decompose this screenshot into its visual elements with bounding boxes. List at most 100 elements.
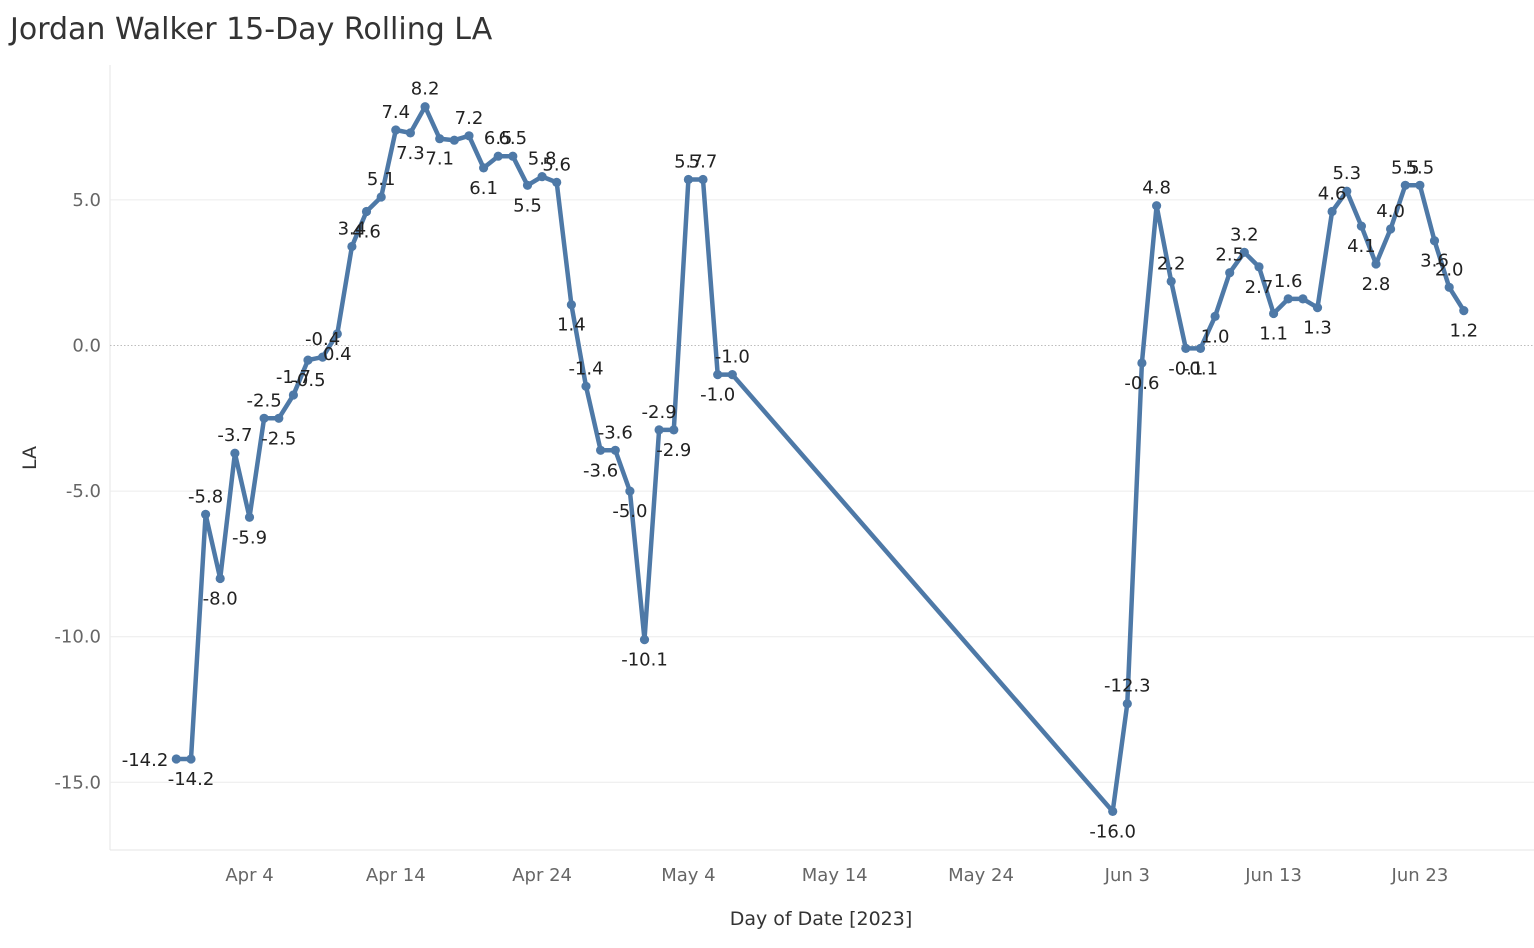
data-label: 2.7 xyxy=(1245,277,1274,298)
data-point xyxy=(1137,358,1147,368)
y-tick-label: -10.0 xyxy=(54,627,101,648)
x-tick-label: May 4 xyxy=(661,865,715,886)
data-label: -16.0 xyxy=(1089,821,1136,842)
data-point xyxy=(654,425,664,435)
data-point xyxy=(1371,259,1381,269)
data-label: -2.5 xyxy=(261,428,296,449)
data-point xyxy=(1210,311,1220,321)
data-point xyxy=(1166,276,1176,286)
data-label: -8.0 xyxy=(203,589,238,610)
data-label: 7.3 xyxy=(396,143,425,164)
point-layer xyxy=(171,102,1469,817)
data-point xyxy=(303,355,313,365)
data-label: -3.6 xyxy=(583,460,618,481)
data-point xyxy=(479,163,489,173)
data-label: -0.5 xyxy=(290,370,325,391)
data-point xyxy=(464,131,474,141)
x-tick-label: May 14 xyxy=(802,865,868,886)
data-point xyxy=(244,512,255,522)
data-point xyxy=(1254,262,1264,272)
x-tick-label: Apr 4 xyxy=(225,865,273,886)
data-point xyxy=(1327,206,1337,217)
data-label: 5.1 xyxy=(367,169,396,190)
data-label: 2.5 xyxy=(1215,245,1244,266)
data-label: 7.1 xyxy=(425,149,454,170)
data-label: 5.7 xyxy=(689,152,718,173)
data-point xyxy=(566,300,577,310)
data-label: -1.0 xyxy=(700,385,735,406)
data-label: -0.1 xyxy=(1168,358,1203,379)
data-point xyxy=(639,635,650,645)
data-point xyxy=(1459,306,1469,316)
data-point xyxy=(420,102,430,112)
data-label: -0.4 xyxy=(305,329,340,350)
data-label: 4.1 xyxy=(1347,236,1376,257)
data-point xyxy=(318,352,328,362)
data-label: 2.0 xyxy=(1435,259,1464,280)
data-point xyxy=(274,413,284,423)
data-label: 7.2 xyxy=(455,108,484,129)
data-label: 6.5 xyxy=(498,128,527,149)
label-layer: -14.2-14.2-5.8-8.0-3.7-5.9-2.5-2.5-1.7-0… xyxy=(122,79,1478,843)
y-tick-label: 0.0 xyxy=(72,336,101,357)
data-point xyxy=(1312,303,1323,313)
data-label: -1.0 xyxy=(715,347,750,368)
data-point xyxy=(1108,806,1118,817)
data-label: 7.4 xyxy=(381,102,410,123)
data-label: 1.3 xyxy=(1303,318,1332,339)
data-point xyxy=(361,206,372,217)
data-point xyxy=(552,177,562,187)
x-tick-label: Jun 13 xyxy=(1244,865,1302,886)
data-label: -12.3 xyxy=(1104,676,1151,697)
data-label: 1.1 xyxy=(1259,324,1288,345)
data-label: 0.4 xyxy=(323,344,352,365)
data-point xyxy=(683,174,694,185)
data-point xyxy=(508,151,518,161)
data-label: 5.3 xyxy=(1332,163,1361,184)
data-point xyxy=(405,128,415,138)
data-label: 5.5 xyxy=(1391,157,1420,178)
data-point xyxy=(625,486,635,496)
data-point xyxy=(1269,308,1279,319)
data-label: -2.5 xyxy=(247,390,282,411)
data-point xyxy=(288,390,298,400)
data-point xyxy=(259,413,269,423)
data-point xyxy=(186,754,196,764)
data-label: -14.2 xyxy=(122,750,169,771)
data-label: 1.4 xyxy=(557,315,586,336)
data-point xyxy=(1400,180,1410,190)
data-point xyxy=(347,241,357,252)
data-label: -2.9 xyxy=(642,402,677,423)
data-point xyxy=(1444,282,1454,292)
data-point xyxy=(332,329,342,339)
data-label: -5.0 xyxy=(612,501,647,522)
data-point xyxy=(1356,221,1366,231)
data-label: 3.2 xyxy=(1230,224,1259,245)
data-label: -5.9 xyxy=(232,527,267,548)
data-label: -5.8 xyxy=(188,486,223,507)
x-tick-label: Apr 14 xyxy=(366,865,426,886)
data-label: 2.8 xyxy=(1362,274,1391,295)
axis-layer: LA Day of Date [2023] 5.0 0.0 -5.0 -10.0 -15… xyxy=(19,190,1448,930)
data-label: 5.8 xyxy=(528,149,557,170)
data-label: 4.0 xyxy=(1376,201,1405,222)
data-point xyxy=(493,151,503,161)
data-point xyxy=(215,573,225,584)
series-line xyxy=(174,104,1467,814)
data-label: -1.4 xyxy=(568,358,603,379)
data-point xyxy=(610,445,620,455)
data-point xyxy=(171,754,181,764)
data-label: -0.6 xyxy=(1124,373,1159,394)
x-tick-label: Jun 3 xyxy=(1104,865,1150,886)
data-point xyxy=(1283,294,1293,304)
data-point xyxy=(1181,343,1191,353)
data-point xyxy=(1239,247,1249,257)
data-label: 5.6 xyxy=(542,154,571,175)
x-tick-label: Apr 24 xyxy=(512,865,572,886)
series-layer xyxy=(174,104,1467,814)
data-point xyxy=(449,135,459,145)
data-label: -3.6 xyxy=(598,422,633,443)
x-axis-title: Day of Date [2023] xyxy=(730,908,913,930)
data-point xyxy=(1122,699,1132,709)
